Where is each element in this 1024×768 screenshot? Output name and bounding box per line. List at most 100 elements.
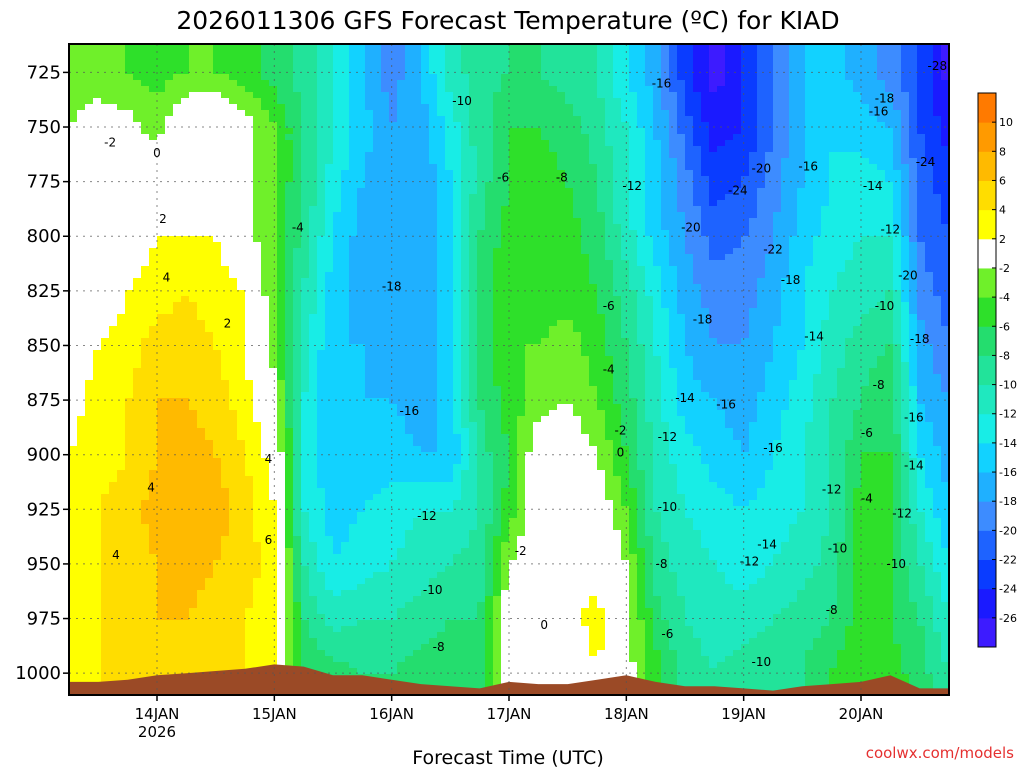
temperature-cell — [421, 236, 430, 243]
temperature-cell — [469, 242, 478, 249]
temperature-cell — [701, 308, 710, 315]
temperature-cell — [509, 254, 518, 261]
temperature-cell — [205, 110, 214, 117]
temperature-cell — [797, 230, 806, 237]
temperature-cell — [517, 110, 526, 117]
temperature-cell — [237, 98, 246, 105]
temperature-cell — [293, 182, 302, 189]
temperature-cell — [133, 110, 142, 117]
temperature-cell — [309, 44, 318, 51]
temperature-cell — [165, 56, 174, 63]
temperature-cell — [229, 188, 238, 195]
temperature-cell — [109, 56, 118, 63]
temperature-cell — [141, 146, 150, 153]
temperature-cell — [525, 134, 534, 141]
temperature-cell — [173, 44, 182, 51]
temperature-cell — [845, 158, 854, 165]
temperature-cell — [661, 68, 670, 75]
temperature-cell — [813, 104, 822, 111]
temperature-cell — [653, 254, 662, 261]
temperature-cell — [877, 236, 886, 243]
temperature-cell — [781, 230, 790, 237]
temperature-cell — [293, 68, 302, 75]
temperature-cell — [693, 122, 702, 129]
temperature-cell — [821, 116, 830, 123]
temperature-cell — [637, 170, 646, 177]
temperature-cell — [837, 158, 846, 165]
temperature-cell — [709, 122, 718, 129]
temperature-cell — [541, 248, 550, 255]
temperature-cell — [277, 218, 286, 225]
temperature-cell — [445, 290, 454, 297]
temperature-cell — [605, 86, 614, 93]
temperature-cell — [373, 50, 382, 57]
temperature-cell — [901, 86, 910, 93]
temperature-cell — [141, 98, 150, 105]
temperature-cell — [509, 56, 518, 63]
temperature-cell — [669, 104, 678, 111]
temperature-cell — [213, 302, 222, 309]
temperature-cell — [173, 272, 182, 279]
temperature-cell — [253, 176, 262, 183]
temperature-cell — [885, 50, 894, 57]
temperature-cell — [397, 128, 406, 135]
temperature-cell — [685, 62, 694, 69]
temperature-cell — [933, 86, 942, 93]
temperature-cell — [365, 92, 374, 99]
temperature-cell — [413, 164, 422, 171]
temperature-cell — [821, 68, 830, 75]
temperature-cell — [885, 200, 894, 207]
temperature-cell — [245, 242, 254, 249]
temperature-cell — [453, 200, 462, 207]
temperature-cell — [421, 260, 430, 267]
temperature-cell — [509, 86, 518, 93]
temperature-cell — [605, 98, 614, 105]
temperature-cell — [517, 188, 526, 195]
temperature-cell — [301, 260, 310, 267]
temperature-cell — [701, 272, 710, 279]
temperature-cell — [421, 170, 430, 177]
temperature-cell — [845, 308, 854, 315]
temperature-cell — [797, 56, 806, 63]
temperature-cell — [789, 146, 798, 153]
temperature-cell — [901, 272, 910, 279]
temperature-cell — [877, 290, 886, 297]
temperature-cell — [189, 218, 198, 225]
temperature-cell — [533, 62, 542, 69]
temperature-cell — [781, 296, 790, 303]
temperature-cell — [445, 152, 454, 159]
temperature-cell — [573, 248, 582, 255]
temperature-cell — [797, 194, 806, 201]
temperature-cell — [573, 290, 582, 297]
temperature-cell — [717, 290, 726, 297]
temperature-cell — [333, 92, 342, 99]
temperature-cell — [149, 224, 158, 231]
temperature-cell — [669, 164, 678, 171]
temperature-cell — [333, 242, 342, 249]
temperature-cell — [917, 146, 926, 153]
temperature-cell — [629, 212, 638, 219]
temperature-cell — [869, 230, 878, 237]
temperature-cell — [709, 260, 718, 267]
temperature-cell — [125, 188, 134, 195]
temperature-cell — [741, 182, 750, 189]
temperature-cell — [277, 182, 286, 189]
temperature-cell — [397, 248, 406, 255]
temperature-cell — [109, 308, 118, 315]
temperature-cell — [757, 74, 766, 81]
temperature-cell — [421, 104, 430, 111]
temperature-cell — [509, 146, 518, 153]
temperature-cell — [333, 74, 342, 81]
temperature-cell — [861, 56, 870, 63]
temperature-cell — [781, 212, 790, 219]
temperature-cell — [861, 230, 870, 237]
temperature-cell — [293, 314, 302, 321]
temperature-cell — [261, 140, 270, 147]
temperature-cell — [853, 206, 862, 213]
temperature-cell — [789, 194, 798, 201]
temperature-cell — [117, 182, 126, 189]
temperature-cell — [245, 200, 254, 207]
temperature-cell — [613, 44, 622, 51]
temperature-cell — [293, 224, 302, 231]
temperature-cell — [389, 254, 398, 261]
